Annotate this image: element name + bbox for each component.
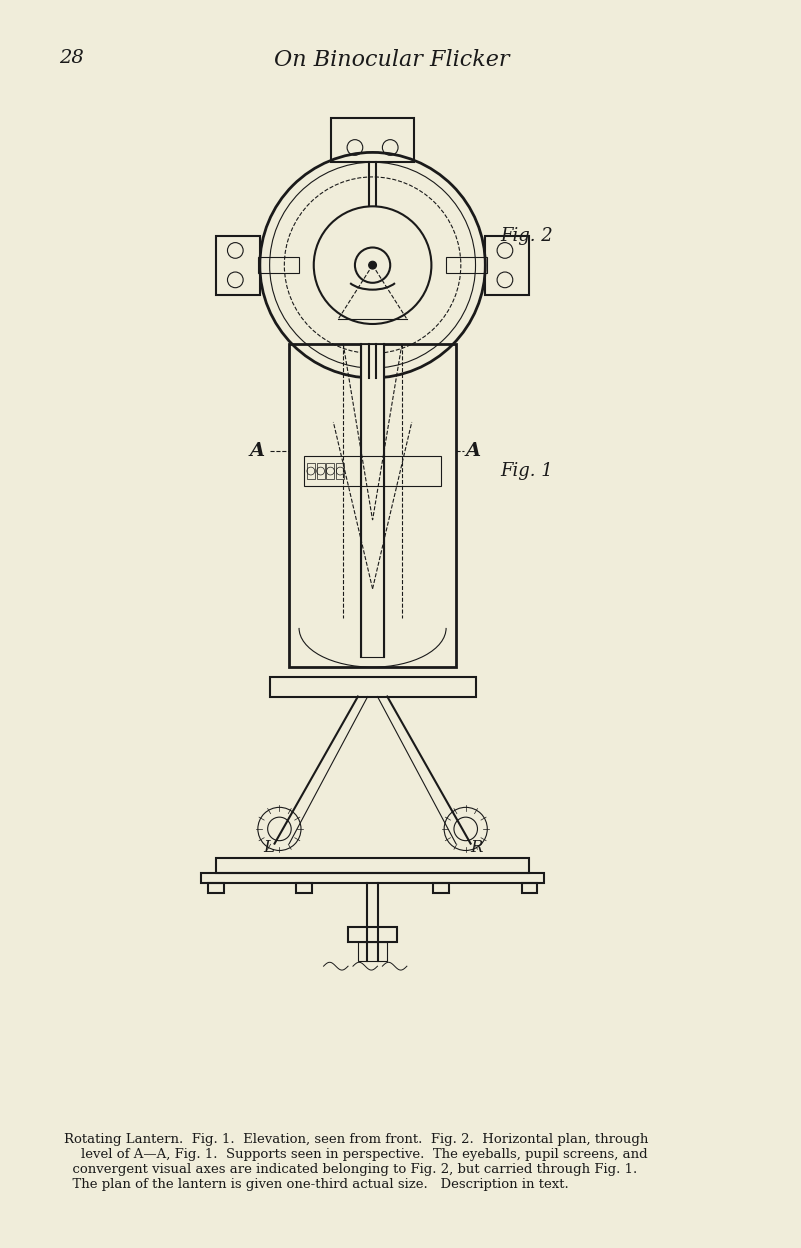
Bar [433,882,449,892]
Bar [201,874,544,882]
Bar [485,236,529,295]
Bar [258,257,299,273]
Text: L: L [264,840,275,856]
Bar [521,882,537,892]
Bar [446,257,487,273]
Text: R: R [471,840,483,856]
Text: On Binocular Flicker: On Binocular Flicker [275,50,510,71]
Bar [348,927,397,942]
Text: A: A [465,443,481,461]
Bar [307,463,315,479]
Text: Fig. 1: Fig. 1 [500,462,553,480]
Bar [358,942,387,961]
Bar [360,343,384,658]
Text: Rotating Lantern.  Fig. 1.  Elevation, seen from front.  Fig. 2.  Horizontal pla: Rotating Lantern. Fig. 1. Elevation, see… [64,1133,648,1191]
Text: Fig. 2: Fig. 2 [500,227,553,245]
Text: 28: 28 [58,50,83,67]
Bar [327,463,334,479]
Bar [316,463,324,479]
Text: A: A [250,443,264,461]
Bar [336,463,344,479]
Bar [207,882,223,892]
Bar [215,236,260,295]
Bar [332,119,414,162]
Bar [296,882,312,892]
Bar [304,457,441,485]
Circle shape [368,261,376,270]
Bar [270,676,476,696]
Bar [289,343,456,668]
Bar [215,859,529,874]
